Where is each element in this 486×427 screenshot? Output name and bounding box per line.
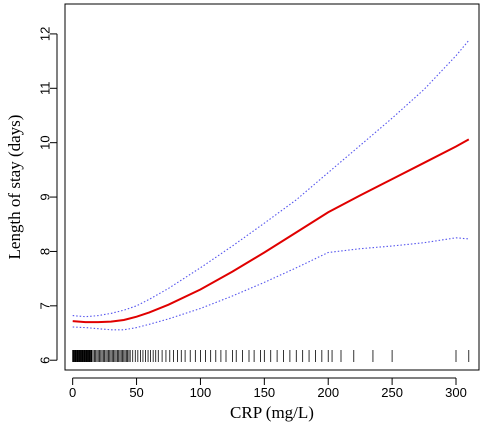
estimate-line xyxy=(72,138,470,324)
y-tick-label: 9 xyxy=(38,193,53,200)
y-tick-label: 11 xyxy=(38,82,53,96)
y-axis-title: Length of stay (days) xyxy=(5,115,24,260)
y-tick-label: 8 xyxy=(38,248,53,255)
lower-ci-line xyxy=(72,237,469,331)
x-tick-label: 300 xyxy=(445,385,467,400)
plot-frame xyxy=(64,3,480,371)
x-tick-label: 0 xyxy=(69,385,76,400)
y-tick-label: 7 xyxy=(38,302,53,309)
x-tick-label: 200 xyxy=(317,385,339,400)
y-axis: 6 7 8 9 10 11 12 xyxy=(38,27,58,364)
x-tick-label: 250 xyxy=(381,385,403,400)
x-tick-label: 100 xyxy=(190,385,212,400)
x-axis-title: CRP (mg/L) xyxy=(230,403,314,422)
x-tick-label: 150 xyxy=(253,385,275,400)
y-tick-label: 12 xyxy=(38,27,53,41)
x-axis: 0 50 100 150 200 250 300 xyxy=(69,377,467,400)
x-tick-label: 50 xyxy=(129,385,143,400)
plot-area xyxy=(72,40,470,362)
y-tick-label: 10 xyxy=(38,135,53,149)
y-tick-label: 6 xyxy=(38,357,53,364)
upper-ci-line xyxy=(72,40,470,318)
